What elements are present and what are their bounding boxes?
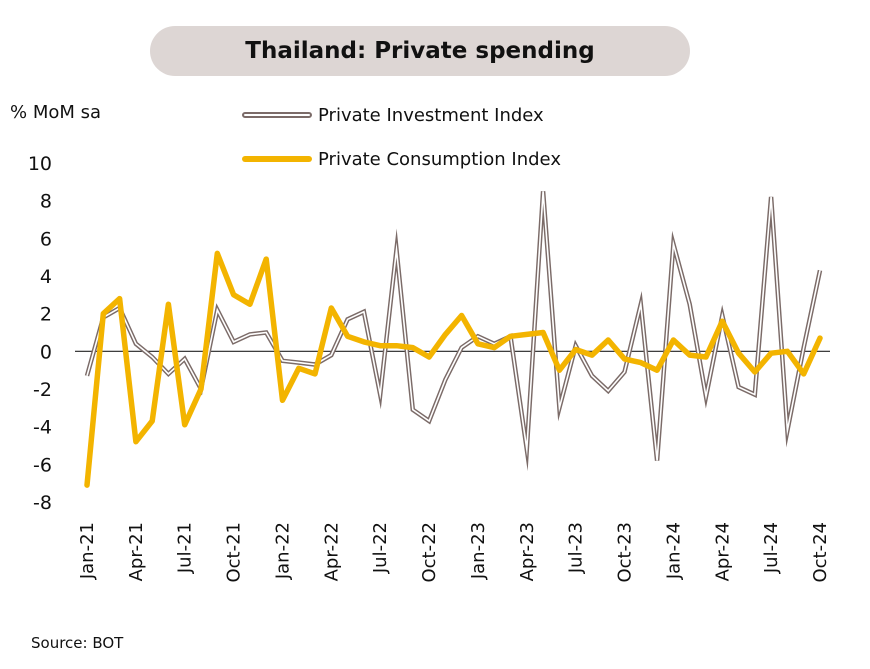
y-tick-label: 0 — [40, 341, 52, 363]
y-axis-unit-label: % MoM sa — [10, 102, 102, 123]
source-note: Source: BOT — [31, 634, 124, 652]
x-tick-label: Jan-24 — [663, 522, 684, 580]
legend-label-investment: Private Investment Index — [318, 104, 544, 126]
x-tick-label: Jul-23 — [566, 522, 587, 574]
x-tick-label: Apr-24 — [712, 522, 733, 581]
x-tick-label: Jul-22 — [370, 522, 391, 574]
y-tick-label: 2 — [40, 304, 52, 326]
x-tick-label: Oct-24 — [810, 522, 831, 583]
x-tick-label: Apr-21 — [126, 522, 147, 581]
x-tick-label: Apr-23 — [517, 522, 538, 581]
x-tick-label: Apr-22 — [321, 522, 342, 581]
x-tick-label: Jan-22 — [272, 522, 293, 580]
y-tick-label: -4 — [33, 417, 52, 439]
x-tick-label: Jul-21 — [175, 522, 196, 574]
y-tick-label: 8 — [40, 191, 52, 213]
chart-title-pill: Thailand: Private spending — [150, 26, 690, 76]
y-tick-label: -2 — [33, 379, 52, 401]
x-tick-label: Oct-22 — [419, 522, 440, 583]
x-tick-label: Jul-24 — [761, 522, 782, 574]
series-line-consumption — [84, 250, 823, 488]
y-tick-label: -6 — [33, 454, 52, 476]
x-tick-label: Oct-21 — [224, 522, 245, 583]
y-tick-label: 6 — [40, 228, 52, 250]
legend-swatch-consumption — [242, 156, 312, 162]
y-tick-label: 10 — [28, 153, 52, 175]
legend-swatch-investment — [242, 112, 312, 118]
y-tick-label: -8 — [33, 492, 52, 514]
legend-label-consumption: Private Consumption Index — [318, 148, 561, 170]
chart-title: Thailand: Private spending — [245, 38, 595, 64]
series-line-investment — [86, 191, 821, 461]
x-tick-label: Jan-21 — [77, 522, 98, 580]
x-tick-label: Oct-23 — [615, 522, 636, 583]
x-tick-label: Jan-23 — [468, 522, 489, 580]
legend-item-investment: Private Investment Index — [242, 103, 544, 127]
y-tick-label: 4 — [40, 266, 52, 288]
legend-item-consumption: Private Consumption Index — [242, 147, 561, 171]
